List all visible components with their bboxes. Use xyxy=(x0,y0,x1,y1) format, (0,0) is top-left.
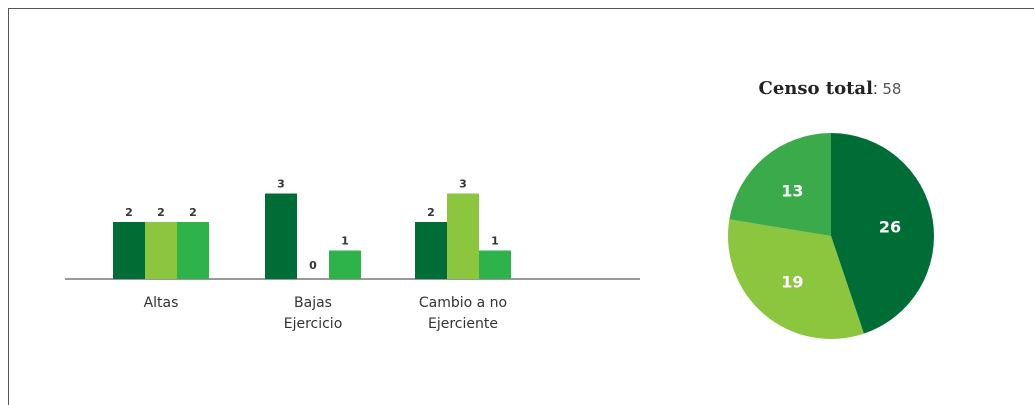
pie-title: Censo total: 58 xyxy=(700,78,960,99)
pie-title-colon: : xyxy=(872,79,883,98)
category-label: Bajas xyxy=(294,295,332,311)
pie-total-value: 58 xyxy=(882,80,902,98)
bar-value-label: 1 xyxy=(491,235,499,248)
category-label: Altas xyxy=(144,295,179,311)
bar-2-2 xyxy=(479,250,511,279)
pie-slice-1 xyxy=(728,219,864,339)
bar-value-label: 1 xyxy=(341,235,349,248)
bar-value-label: 2 xyxy=(189,206,197,219)
pie-slice-2 xyxy=(729,133,831,236)
bar-2-1 xyxy=(447,193,479,279)
pie-slice-value-label: 19 xyxy=(781,273,803,292)
bar-0-2 xyxy=(177,222,209,279)
category-labels: Altas Bajas Ejercicio Cambio a no Ejerciente xyxy=(144,295,508,332)
category-label: Cambio a no xyxy=(419,295,507,311)
pie-title-label: Censo total xyxy=(758,78,873,99)
bar-value-label: 3 xyxy=(459,178,467,191)
bars-group xyxy=(113,193,511,279)
pie-slice-value-label: 13 xyxy=(781,181,803,200)
bar-value-label: 3 xyxy=(277,178,285,191)
bar-1-0 xyxy=(265,193,297,279)
bar-chart: 2 2 2 3 0 1 2 3 1 Altas Bajas Ejercicio Cambio a no… xyxy=(65,178,640,332)
bar-1-2 xyxy=(329,250,361,279)
pie-slices-group xyxy=(728,133,934,339)
bar-2-0 xyxy=(415,222,447,279)
bar-value-label: 2 xyxy=(125,206,133,219)
bar-value-label: 2 xyxy=(157,206,165,219)
pie-slice-value-label: 26 xyxy=(879,217,901,236)
bar-0-0 xyxy=(113,222,145,279)
pie-slice-labels: 26 19 13 xyxy=(781,181,901,291)
chart-frame xyxy=(8,8,1034,405)
bar-value-labels: 2 2 2 3 0 1 2 3 1 xyxy=(125,178,499,273)
category-label: Ejerciente xyxy=(428,316,498,332)
bar-value-label: 0 xyxy=(309,259,317,272)
bar-0-1 xyxy=(145,222,177,279)
bar-value-label: 2 xyxy=(427,206,435,219)
pie-slice-0 xyxy=(831,133,934,334)
category-label: Ejercicio xyxy=(284,316,343,332)
